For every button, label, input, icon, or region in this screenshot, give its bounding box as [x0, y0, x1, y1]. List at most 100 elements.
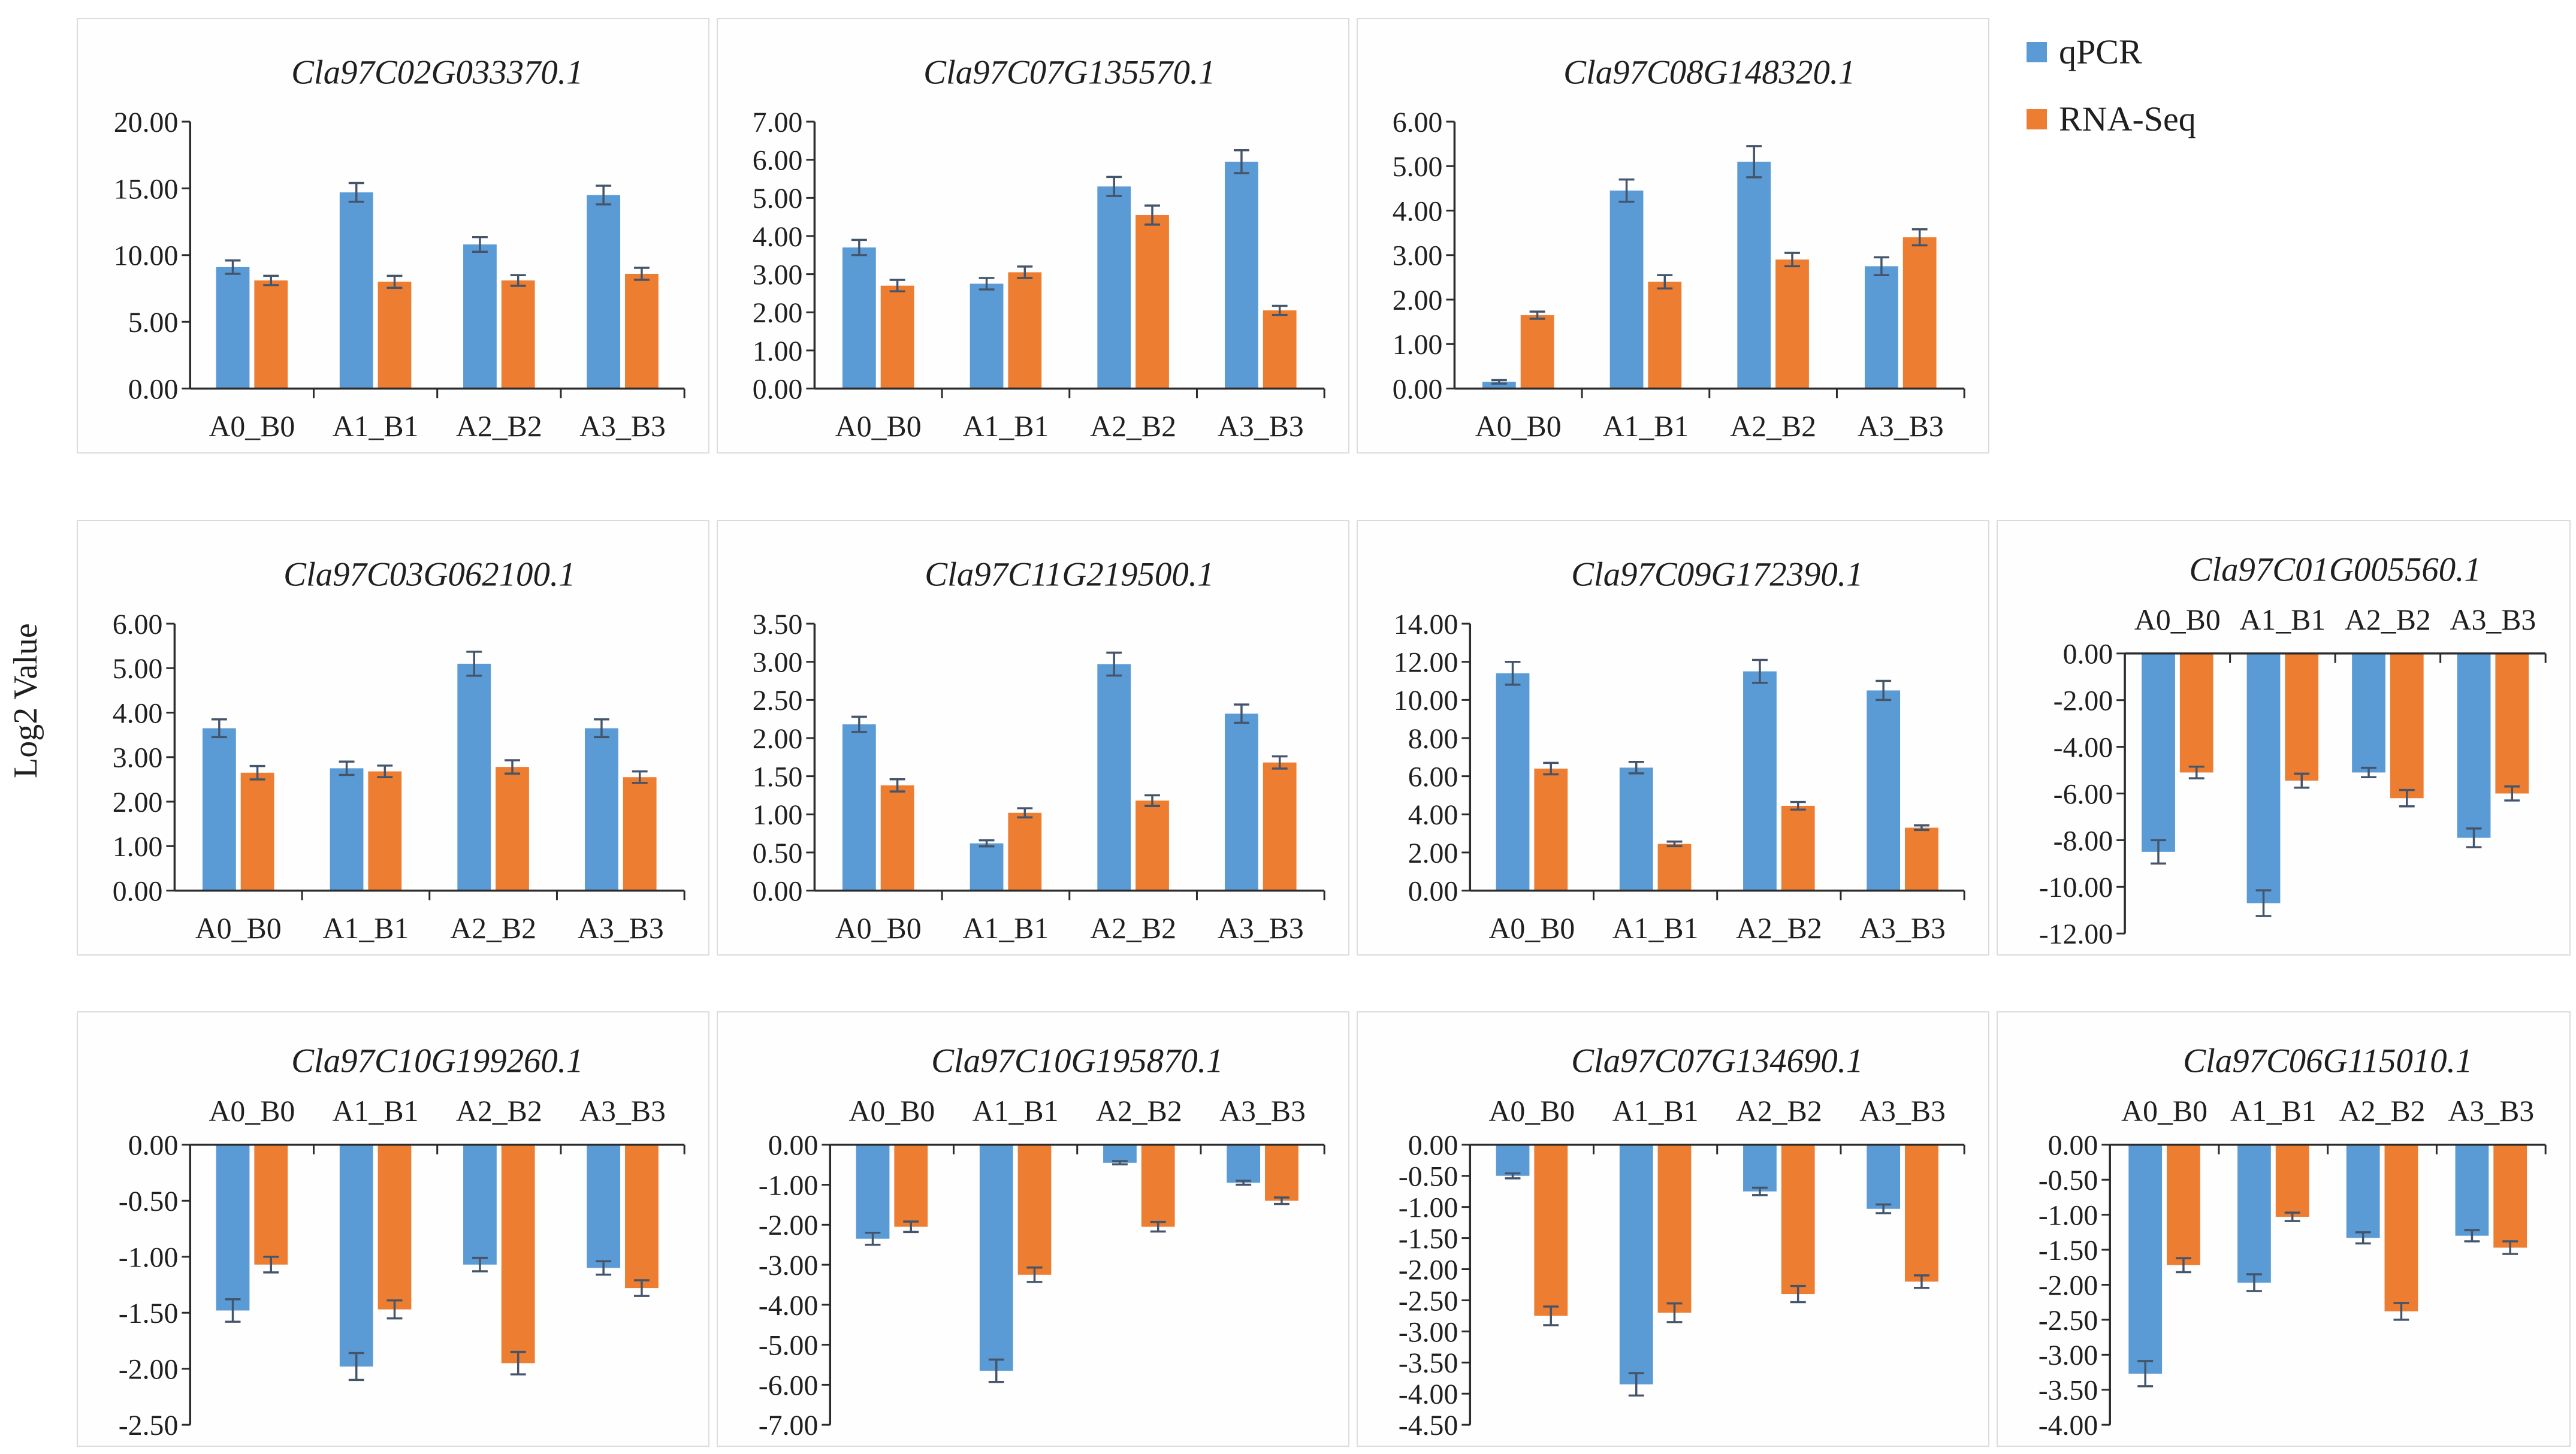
y-tick-label: -3.50: [1399, 1347, 1458, 1379]
y-tick-label: -2.50: [2039, 1305, 2098, 1337]
x-axis-ticks: [301, 890, 685, 900]
bars-qPCR: [2142, 653, 2491, 903]
y-tick-label: 5.00: [1393, 151, 1443, 183]
y-axis-ticks: 3.50 3.00 2.50 2.00 1.50 1.00 0.50 0.00: [753, 609, 815, 907]
y-tick-label: 1.00: [753, 799, 803, 831]
category-label-A0_B0: A0_B0: [2121, 1095, 2207, 1127]
y-tick-label: -2.50: [119, 1410, 179, 1441]
legend-label-qpcr: qPCR: [2059, 32, 2142, 71]
bar-RNA-Seq-A0_B0: [880, 285, 914, 389]
error-bars-qPCR: [851, 651, 1249, 848]
x-category-labels: A0_B0 A1_B1 A2_B2 A3_B3: [2121, 1095, 2534, 1127]
y-tick-label: 1.00: [1393, 329, 1443, 361]
bar-RNA-Seq-A0_B0: [1520, 315, 1554, 389]
y-axis-ticks: 7.00 6.00 5.00 4.00 3.00 2.00 1.00 0.00: [753, 107, 815, 405]
chart-title: Cla97C06G115010.1: [2183, 1042, 2472, 1080]
error-bars-qPCR: [2137, 1229, 2480, 1388]
bars-qPCR: [1496, 671, 1901, 891]
category-label-A0_B0: A0_B0: [1488, 912, 1575, 945]
bars-qPCR: [1482, 161, 1898, 389]
y-tick-label: 7.00: [753, 107, 803, 138]
category-label-A0_B0: A0_B0: [835, 410, 922, 443]
y-tick-label: 8.00: [1408, 723, 1458, 755]
y-tick-label: -12.00: [2039, 918, 2113, 950]
category-label-A1_B1: A1_B1: [962, 410, 1049, 443]
y-tick-label: -1.50: [2039, 1235, 2098, 1266]
bar-qPCR-A0_B0: [2128, 1144, 2163, 1374]
bar-RNA-Seq-A1_B1: [1657, 844, 1692, 891]
bar-RNA-Seq-A3_B3: [2495, 653, 2529, 794]
x-category-labels: A0_B0 A1_B1 A2_B2 A3_B3: [195, 912, 664, 945]
bars-qPCR: [842, 664, 1258, 891]
y-tick-label: -1.00: [1399, 1192, 1458, 1224]
bar-qPCR-A2_B2: [1737, 161, 1771, 389]
chart-title: Cla97C07G134690.1: [1571, 1042, 1863, 1080]
category-label-A1_B1: A1_B1: [2239, 603, 2326, 636]
chart-title: Cla97C07G135570.1: [923, 53, 1215, 91]
category-label-A0_B0: A0_B0: [1475, 410, 1562, 443]
x-axis-ticks: [941, 388, 1325, 398]
legend-item-rnaseq: RNA-Seq: [2027, 102, 2196, 137]
x-axis-ticks: [2218, 1144, 2547, 1154]
bar-RNA-Seq-A0_B0: [240, 772, 274, 891]
y-tick-label: 2.00: [113, 787, 163, 818]
x-category-labels: A0_B0 A1_B1 A2_B2 A3_B3: [209, 1095, 666, 1127]
error-bars-qPCR: [851, 149, 1249, 291]
category-label-A2_B2: A2_B2: [450, 912, 536, 945]
legend-swatch-qpcr: [2027, 42, 2047, 62]
category-label-A3_B3: A3_B3: [1218, 912, 1304, 945]
y-tick-label: 4.00: [1408, 799, 1458, 831]
x-category-labels: A0_B0 A1_B1 A2_B2 A3_B3: [1488, 912, 1946, 945]
category-label-A2_B2: A2_B2: [1730, 410, 1816, 443]
chart-svg: Cla97C06G115010.1 0.00-0.50 -1.00-1.50-2.0…: [2039, 1042, 2547, 1441]
error-bars-qPCR: [1505, 1172, 1892, 1397]
x-axis-ticks: [1581, 388, 1965, 398]
y-tick-label: -6.00: [2053, 778, 2113, 810]
bar-RNA-Seq-A0_B0: [1534, 1144, 1568, 1316]
bar-RNA-Seq-A2_B2: [1781, 1144, 1815, 1295]
bar-RNA-Seq-A1_B1: [378, 282, 412, 389]
y-tick-label: 6.00: [1408, 761, 1458, 793]
y-tick-label: -2.00: [759, 1210, 819, 1241]
y-tick-label: 4.00: [1393, 196, 1443, 228]
category-label-A1_B1: A1_B1: [2230, 1095, 2317, 1127]
bar-RNA-Seq-A0_B0: [2167, 1144, 2200, 1265]
category-label-A1_B1: A1_B1: [1612, 912, 1699, 945]
bar-qPCR-A3_B3: [587, 195, 621, 389]
bar-RNA-Seq-A2_B2: [2384, 1144, 2418, 1311]
bar-RNA-Seq-A1_B1: [1008, 272, 1042, 389]
bar-qPCR-A0_B0: [216, 267, 250, 389]
category-label-A0_B0: A0_B0: [848, 1095, 935, 1127]
bar-RNA-Seq-A1_B1: [2285, 653, 2319, 781]
bar-qPCR-A3_B3: [2457, 653, 2491, 838]
bar-RNA-Seq-A3_B3: [1265, 1144, 1298, 1201]
bars-RNA-Seq: [2167, 1144, 2527, 1311]
bar-RNA-Seq-A3_B3: [1263, 762, 1297, 891]
bar-RNA-Seq-A3_B3: [1263, 310, 1297, 389]
y-axis-ticks: 0.00 -2.00 -4.00 -6.00 -8.00 -10.00 -12.00: [2039, 639, 2125, 950]
chart-panel-Cla97C07G134690.1: Cla97C07G134690.1 0.00 -0.50 -1.00 -1.50 -2.0…: [1357, 1011, 1989, 1447]
category-label-A0_B0: A0_B0: [2134, 603, 2221, 636]
bar-RNA-Seq-A2_B2: [1775, 259, 1809, 389]
bar-RNA-Seq-A0_B0: [2179, 653, 2213, 773]
bar-qPCR-A0_B0: [1496, 673, 1530, 891]
y-tick-label: -3.00: [1399, 1316, 1458, 1348]
y-axis-ticks: 0.00 -1.00 -2.00 -3.00 -4.00 -5.00 -6.00 -7.00: [759, 1130, 831, 1441]
category-label-A2_B2: A2_B2: [1736, 1095, 1822, 1127]
x-axis-ticks: [313, 388, 685, 398]
category-label-A1_B1: A1_B1: [962, 912, 1049, 945]
y-tick-label: 0.00: [768, 1130, 819, 1162]
y-tick-label: -0.50: [2039, 1165, 2098, 1196]
bar-qPCR-A0_B0: [842, 724, 876, 891]
category-label-A3_B3: A3_B3: [1858, 410, 1944, 443]
x-category-labels: A0_B0 A1_B1 A2_B2 A3_B3: [835, 410, 1304, 443]
x-axis-ticks: [2229, 653, 2547, 663]
y-axis-ticks: 0.00-0.50-1.00-1.50-2.00-2.50-3.00-3.50-…: [1399, 1130, 1470, 1441]
bars-qPCR: [1496, 1144, 1901, 1385]
y-tick-label: -10.00: [2039, 872, 2113, 903]
bar-qPCR-A3_B3: [1225, 161, 1258, 389]
bar-qPCR-A3_B3: [587, 1144, 621, 1268]
bar-RNA-Seq-A2_B2: [501, 1144, 535, 1364]
y-tick-label: -1.50: [119, 1298, 179, 1329]
y-tick-label: 0.00: [113, 876, 163, 908]
